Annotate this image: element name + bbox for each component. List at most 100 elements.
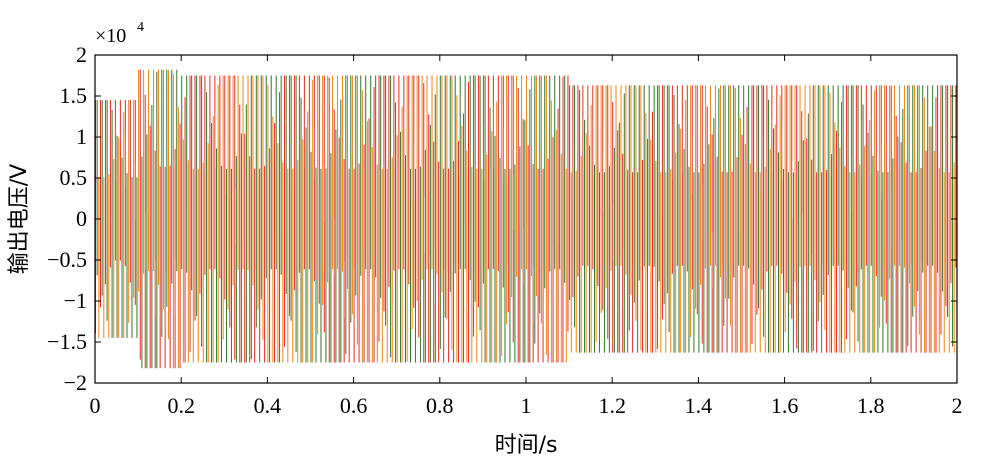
waveform-bar xyxy=(429,124,431,363)
waveform-bar xyxy=(497,75,499,272)
waveform-bar xyxy=(564,75,566,283)
waveform-bar xyxy=(617,130,619,353)
waveform-bar xyxy=(376,164,378,363)
waveform-bar xyxy=(207,143,209,363)
waveform-bar xyxy=(630,85,632,295)
waveform-bar xyxy=(244,133,246,363)
waveform-bar xyxy=(419,166,421,363)
waveform-bar xyxy=(835,130,838,353)
waveform-bar xyxy=(739,117,741,353)
waveform-bar xyxy=(781,85,783,274)
waveform-bar xyxy=(149,125,151,369)
waveform-bar xyxy=(262,75,264,340)
waveform-bar xyxy=(892,158,894,353)
waveform-gap xyxy=(702,183,704,240)
waveform-bar xyxy=(743,85,745,266)
waveform-bar xyxy=(346,75,348,289)
waveform-bar xyxy=(706,106,708,353)
waveform-bar xyxy=(404,154,407,363)
waveform-bar xyxy=(955,85,957,268)
waveform-bar xyxy=(726,172,728,353)
waveform-bar xyxy=(756,85,758,315)
waveform-bar xyxy=(751,85,753,345)
waveform-bar xyxy=(197,168,199,363)
waveform-bar xyxy=(894,85,896,266)
waveform-bar xyxy=(517,88,519,363)
waveform-bar xyxy=(842,85,844,271)
waveform-bar xyxy=(431,75,433,270)
waveform-bar xyxy=(421,75,423,280)
waveform-bar xyxy=(610,85,612,271)
waveform-bar xyxy=(217,84,219,363)
waveform-bar xyxy=(414,168,416,363)
waveform-bar xyxy=(101,100,103,296)
waveform-bar xyxy=(661,85,663,320)
waveform-bar xyxy=(889,85,891,279)
waveform-bar xyxy=(746,106,748,353)
waveform-gap xyxy=(483,124,485,181)
waveform-gap xyxy=(752,183,754,240)
waveform-gap xyxy=(364,249,366,306)
waveform-bar xyxy=(570,172,572,353)
waveform-gap xyxy=(473,169,475,226)
waveform-bar xyxy=(448,168,450,363)
waveform-bar xyxy=(545,75,547,356)
waveform-bar xyxy=(870,85,872,266)
waveform-bar xyxy=(530,75,532,277)
waveform-bar xyxy=(663,85,665,305)
waveform-bar xyxy=(176,69,178,272)
waveform-bar xyxy=(771,85,773,266)
waveform-bar xyxy=(542,168,544,363)
waveform-bar xyxy=(703,163,705,353)
waveform-gap xyxy=(782,124,784,181)
waveform-gap xyxy=(563,192,565,248)
waveform-gap xyxy=(543,269,545,326)
waveform-bar xyxy=(103,177,105,338)
waveform-bar xyxy=(580,155,582,353)
y-tick-label: −1.5 xyxy=(47,329,87,354)
waveform-bar xyxy=(549,75,551,272)
waveform-bar xyxy=(819,85,821,303)
waveform-gap xyxy=(712,232,714,289)
waveform-bar xyxy=(242,75,244,270)
waveform-bar xyxy=(658,85,660,282)
waveform-bar xyxy=(199,75,201,294)
waveform-bar xyxy=(832,85,834,266)
waveform-bar xyxy=(224,75,226,300)
waveform-bar xyxy=(869,120,871,353)
waveform-bar xyxy=(903,85,905,268)
waveform-gap xyxy=(881,143,883,200)
waveform-bar xyxy=(220,165,223,363)
waveform-bar xyxy=(562,76,564,363)
waveform-bar xyxy=(298,75,300,273)
waveform-bar xyxy=(476,168,478,363)
waveform-bar xyxy=(368,118,370,363)
waveform-bar xyxy=(724,85,726,299)
waveform-bar xyxy=(340,99,342,363)
waveform-bar xyxy=(109,100,111,268)
waveform-bar xyxy=(625,85,627,275)
waveform-gap xyxy=(414,144,416,201)
waveform-bar xyxy=(366,121,368,363)
waveform-gap xyxy=(105,145,107,202)
waveform-bar xyxy=(854,172,856,353)
x-tick-labels: 0 0.2 0.4 0.6 0.8 1 1.2 1.4 1.6 1.8 2 xyxy=(90,393,963,418)
waveform-bar xyxy=(396,135,398,363)
waveform-bar xyxy=(668,85,670,333)
waveform-bar xyxy=(234,75,236,360)
waveform-bar xyxy=(507,75,509,313)
waveform-bar xyxy=(588,145,591,353)
waveform-bar xyxy=(754,172,756,353)
y-tick-labels: 2 1.5 1 0.5 0 −0.5 −1 −1.5 −2 xyxy=(47,42,87,395)
waveform-bar xyxy=(361,90,363,363)
waveform-bar xyxy=(633,85,635,303)
waveform-bar xyxy=(647,138,649,353)
waveform-bar xyxy=(526,75,528,270)
waveform-bar xyxy=(701,85,703,344)
waveform-bar xyxy=(156,71,158,369)
waveform-bar xyxy=(577,85,579,277)
waveform-bar xyxy=(776,85,778,266)
waveform-bar xyxy=(539,75,541,314)
waveform-bar xyxy=(547,158,549,363)
waveform-bar xyxy=(821,172,823,353)
